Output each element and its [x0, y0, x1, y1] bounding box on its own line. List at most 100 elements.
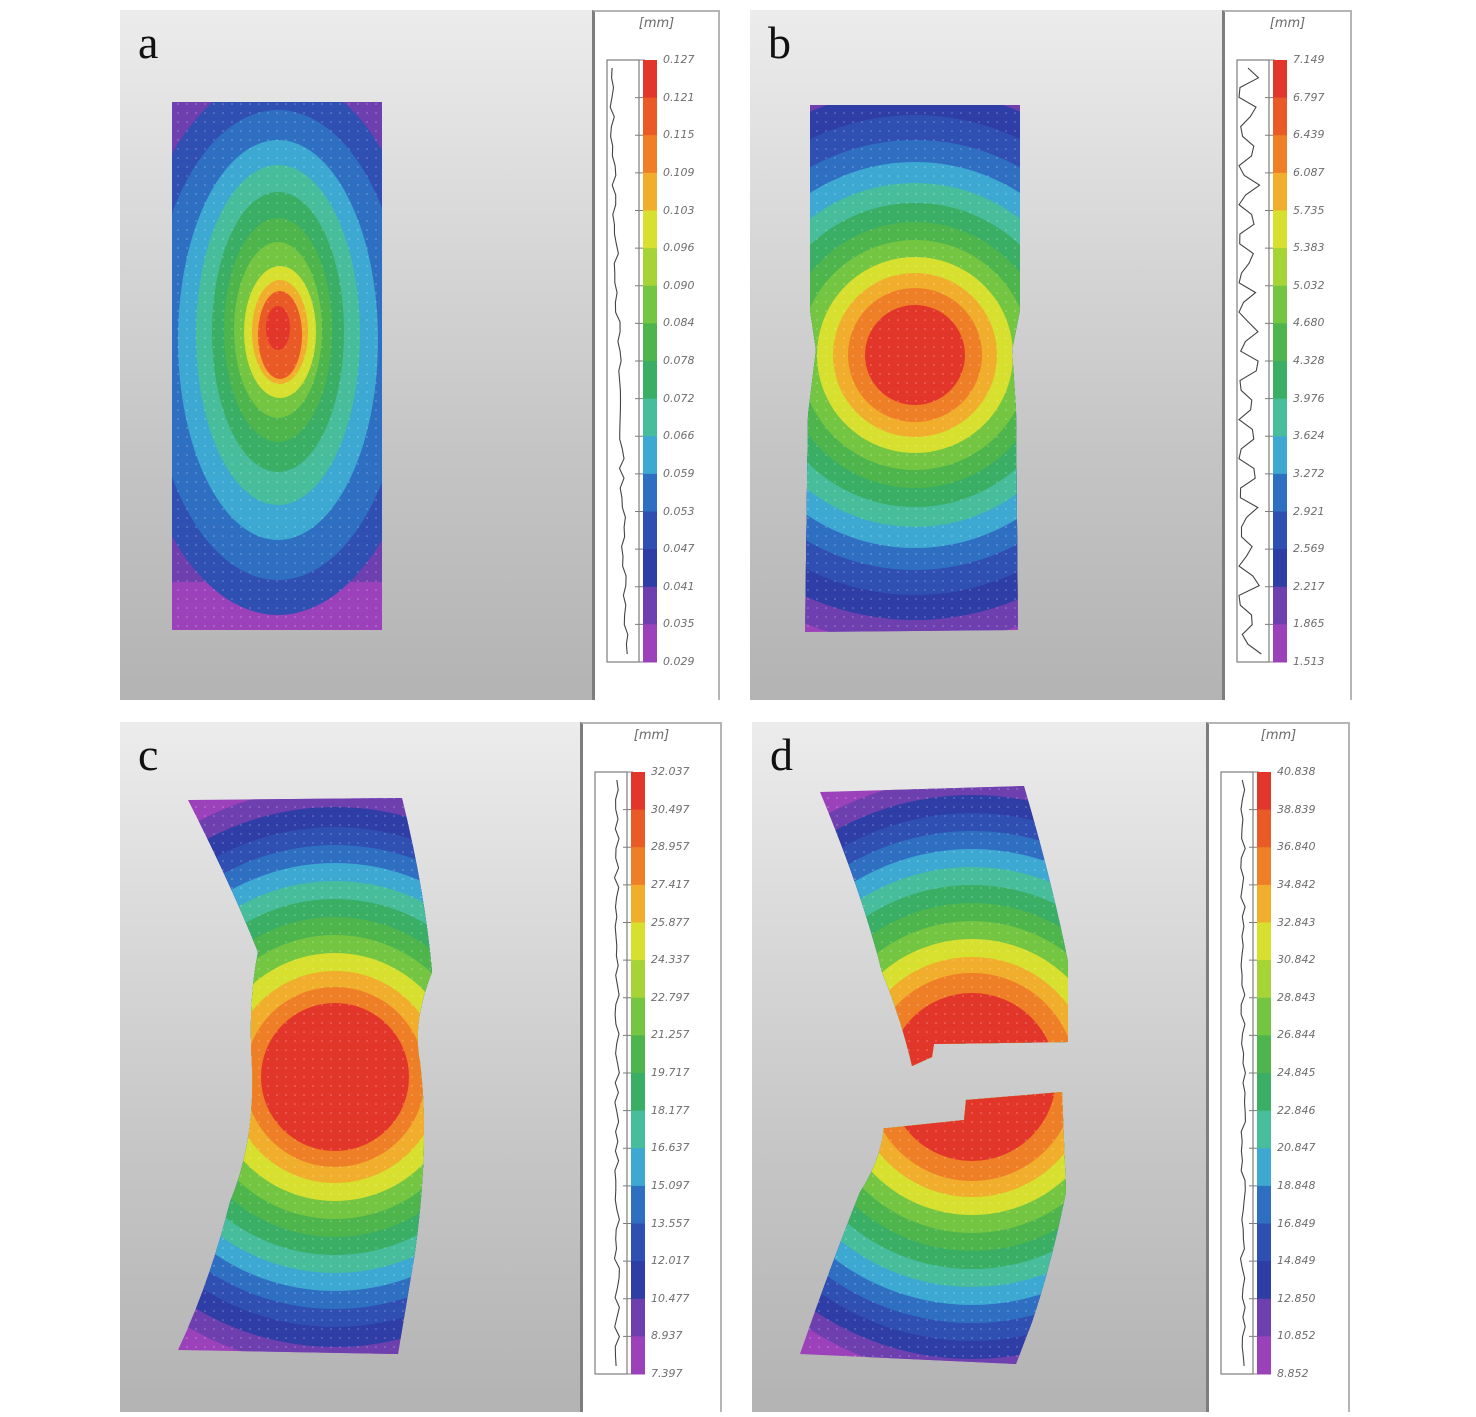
legend-color-swatch — [643, 511, 657, 550]
legend-tick-label: 27.417 — [651, 877, 690, 891]
legend-color-swatch — [1257, 1223, 1271, 1262]
legend-tick-label: 13.557 — [651, 1216, 690, 1230]
legend-color-swatch — [1257, 960, 1271, 999]
legend-color-swatch — [1273, 323, 1287, 362]
legend-color-swatch — [643, 586, 657, 625]
legend-color-swatch — [1273, 361, 1287, 400]
panel-label: b — [768, 17, 791, 68]
deformation-contour-b — [805, 105, 1020, 632]
legend-color-swatch — [631, 1073, 645, 1112]
legend-color-swatch — [1273, 135, 1287, 174]
legend-color-swatch — [1257, 997, 1271, 1036]
legend-tick-label: 15.097 — [651, 1178, 690, 1192]
panel-label: d — [770, 729, 793, 780]
legend-tick-label: 4.680 — [1293, 316, 1325, 330]
legend-color-swatch — [631, 1035, 645, 1074]
color-legend-d: [mm] 40.838 38.839 36.840 34.842 32.843 30.84… — [1206, 722, 1350, 1412]
legend-tick-label: 0.035 — [663, 617, 695, 631]
legend-color-swatch — [1273, 473, 1287, 512]
legend-color-swatch — [1257, 1073, 1271, 1112]
legend-color-swatch — [643, 436, 657, 475]
legend-color-swatch — [1257, 1185, 1271, 1224]
legend-tick-label: 4.328 — [1293, 354, 1325, 367]
legend-color-swatch — [643, 97, 657, 136]
legend-tick-label: 0.109 — [663, 165, 695, 179]
legend-tick-label: 0.115 — [663, 128, 695, 142]
legend-tick-label: 22.797 — [651, 990, 690, 1004]
panel-label: a — [138, 17, 159, 68]
legend-tick-label: 5.735 — [1293, 203, 1325, 217]
legend-tick-label: 6.087 — [1293, 165, 1325, 179]
legend-tick-label: 5.032 — [1293, 278, 1325, 292]
legend-tick-label: 30.842 — [1277, 953, 1316, 967]
legend-color-swatch — [1273, 586, 1287, 625]
deformation-view-b: b — [750, 10, 1222, 700]
legend-color-swatch — [631, 960, 645, 999]
legend-tick-label: 0.121 — [663, 90, 695, 104]
panel-b: b [mm] 7.149 6.797 6.439 6.087 5.735 5.383 5.0… — [750, 10, 1352, 700]
legend-tick-label: 0.047 — [663, 542, 695, 556]
legend-tick-label: 0.090 — [663, 278, 695, 292]
deformation-view-d: d — [752, 722, 1206, 1412]
legend-color-swatch — [631, 1185, 645, 1224]
legend-tick-label: 2.569 — [1293, 542, 1325, 556]
legend-tick-label: 16.849 — [1277, 1216, 1316, 1230]
color-legend-a: [mm] 0.127 0.121 0.115 0.109 0.103 0.096 0.090… — [592, 10, 720, 700]
legend-color-swatch — [1273, 97, 1287, 136]
legend-color-swatch — [631, 1336, 645, 1375]
legend-tick-label: 22.846 — [1277, 1103, 1316, 1117]
legend-color-swatch — [1257, 1261, 1271, 1300]
deformation-view-a: a — [120, 10, 592, 700]
histogram-line — [1238, 67, 1262, 655]
legend-tick-label: 18.848 — [1277, 1178, 1316, 1192]
legend-color-swatch — [631, 997, 645, 1036]
legend-color-swatch — [643, 60, 657, 99]
legend-color-swatch — [643, 549, 657, 588]
legend-color-swatch — [1273, 248, 1287, 287]
legend-color-swatch — [643, 172, 657, 211]
legend-color-swatch — [1257, 847, 1271, 886]
legend-tick-label: 0.127 — [663, 53, 695, 66]
legend-tick-label: 14.849 — [1277, 1254, 1316, 1268]
legend-tick-label: 6.439 — [1293, 128, 1325, 142]
legend-color-swatch — [1257, 809, 1271, 848]
legend-tick-label: 3.976 — [1293, 391, 1325, 405]
legend-tick-label: 1.865 — [1293, 617, 1325, 631]
deformation-contour-c — [178, 798, 432, 1354]
legend-unit: [mm] — [1260, 728, 1297, 743]
legend-color-swatch — [1257, 1035, 1271, 1074]
legend-color-swatch — [1273, 624, 1287, 663]
legend-color-swatch — [631, 809, 645, 848]
legend-tick-label: 0.059 — [663, 466, 695, 480]
legend-tick-label: 28.843 — [1277, 990, 1316, 1004]
legend-tick-label: 0.078 — [663, 354, 695, 367]
legend-bar-a — [606, 59, 657, 663]
legend-color-swatch — [1273, 172, 1287, 211]
legend-bar-c — [594, 771, 645, 1375]
legend-tick-label: 25.877 — [651, 915, 690, 929]
histogram-line — [1239, 779, 1246, 1367]
legend-color-swatch — [643, 248, 657, 287]
legend-tick-label: 8.852 — [1277, 1367, 1309, 1380]
legend-color-swatch — [1257, 922, 1271, 961]
legend-tick-label: 0.029 — [663, 655, 695, 668]
legend-color-swatch — [631, 884, 645, 923]
legend-color-swatch — [1273, 210, 1287, 249]
legend-bar-b — [1236, 59, 1287, 663]
panel-a: a [mm] 0.127 0.121 0.115 0.109 0.103 0.096 0.0… — [120, 10, 720, 700]
legend-color-swatch — [1273, 285, 1287, 324]
legend-color-swatch — [1257, 772, 1271, 811]
color-legend-c: [mm] 32.037 30.497 28.957 27.417 25.877 24.33… — [580, 722, 722, 1412]
legend-color-swatch — [643, 285, 657, 324]
legend-color-swatch — [643, 624, 657, 663]
legend-color-swatch — [1257, 884, 1271, 923]
legend-color-swatch — [631, 1223, 645, 1262]
legend-tick-label: 6.797 — [1293, 90, 1325, 104]
legend-tick-label: 8.937 — [651, 1329, 683, 1343]
legend-color-swatch — [1257, 1298, 1271, 1337]
legend-tick-label: 0.084 — [663, 316, 695, 330]
legend-tick-label: 12.017 — [651, 1254, 690, 1268]
panel-c: c [mm] 32.037 30.497 28.957 27.417 25.877 24.… — [120, 722, 722, 1412]
legend-color-swatch — [643, 135, 657, 174]
legend-tick-label: 16.637 — [651, 1141, 690, 1155]
